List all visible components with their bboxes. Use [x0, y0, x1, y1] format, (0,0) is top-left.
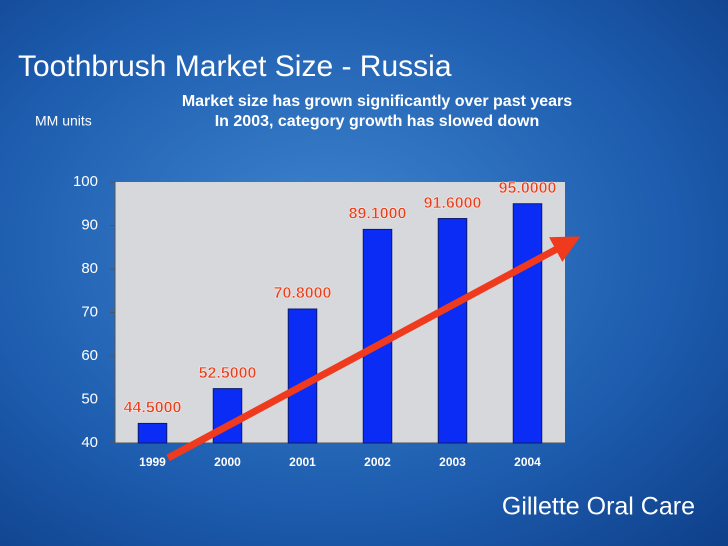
- x-tick-label: 2001: [289, 455, 316, 469]
- y-tick-label: 90: [81, 216, 98, 233]
- bar: [287, 308, 318, 444]
- y-axis-label: MM units: [35, 113, 92, 129]
- y-tick-label: 50: [81, 390, 98, 407]
- bar: [362, 228, 393, 444]
- bar: [512, 203, 543, 444]
- bar: [437, 218, 468, 444]
- y-tick-label: 80: [81, 260, 98, 277]
- x-tick-label: 2000: [214, 455, 241, 469]
- y-tick-label: 100: [73, 173, 98, 190]
- chart-title: Toothbrush Market Size - Russia: [18, 50, 452, 83]
- data-label: 44.5000: [124, 400, 182, 417]
- y-tick-label: 40: [81, 434, 98, 451]
- y-tick-label: 70: [81, 303, 98, 320]
- marks: 40 50 60 70 80 90 100 1999 44.5000 2000 52.5000 200…: [73, 173, 565, 469]
- data-label: 89.1000: [349, 206, 407, 223]
- logo: Gillette Oral Care: [502, 493, 695, 521]
- data-label: 52.5000: [199, 365, 257, 382]
- subtitle: In 2003, category growth has slowed down: [215, 113, 540, 130]
- data-label: 70.8000: [274, 285, 332, 302]
- y-tick-label: 60: [81, 347, 98, 364]
- x-tick-label: 2004: [514, 455, 541, 469]
- x-tick-label: 2002: [364, 455, 391, 469]
- plot-area: [115, 182, 565, 443]
- trend-arrow: [166, 236, 581, 462]
- subtitle: Market size has grown significantly over…: [182, 93, 572, 110]
- x-tick-label: 2003: [439, 455, 466, 469]
- data-label: 95.0000: [499, 180, 557, 197]
- bar: [137, 422, 168, 444]
- bar: [212, 388, 243, 444]
- data-label: 91.6000: [424, 195, 482, 212]
- x-tick-label: 1999: [139, 455, 166, 469]
